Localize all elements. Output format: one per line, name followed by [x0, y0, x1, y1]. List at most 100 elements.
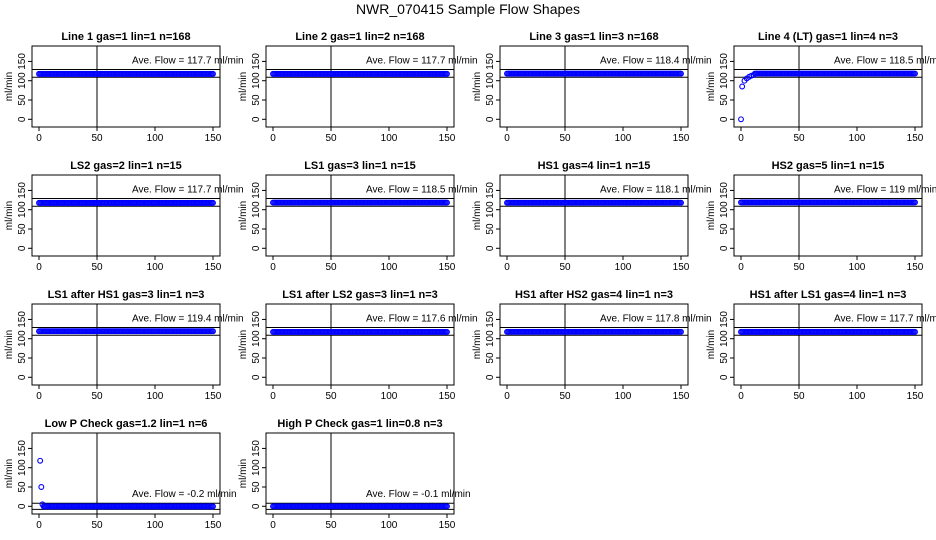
x-tick-label: 0	[504, 391, 510, 402]
plot-frame	[31, 303, 221, 386]
x-tick-label: 100	[147, 391, 164, 402]
panel-title: Line 1 gas=1 lin=1 n=168	[61, 31, 190, 43]
x-tick-label: 150	[907, 133, 924, 144]
data-point	[37, 457, 44, 464]
x-tick-label: 50	[559, 133, 571, 144]
x-tick-label: 50	[325, 391, 337, 402]
y-tick-label: 50	[17, 481, 28, 493]
y-tick-label: 0	[251, 116, 262, 122]
data-point	[738, 116, 744, 123]
x-tick-label: 0	[738, 391, 744, 402]
y-tick-label: 0	[719, 116, 730, 122]
y-axis-label: ml/min	[706, 72, 717, 101]
x-tick-label: 150	[205, 520, 222, 531]
x-tick-label: 0	[504, 133, 510, 144]
y-axis-label: ml/min	[706, 330, 717, 359]
y-tick-label: 0	[719, 245, 730, 251]
x-tick-label: 0	[270, 262, 276, 273]
data-points	[270, 328, 450, 335]
data-points	[270, 199, 450, 206]
x-tick-label: 100	[849, 391, 866, 402]
y-tick-label: 150	[485, 311, 496, 328]
x-tick-label: 100	[381, 262, 398, 273]
plot-frame	[31, 45, 221, 128]
panel-5: LS2 gas=2 lin=1 n=150 50 100 150050100150ml…	[4, 160, 244, 273]
x-tick-label: 100	[381, 133, 398, 144]
x-tick-label: 50	[793, 262, 805, 273]
x-tick-label: 50	[793, 133, 805, 144]
average-flow-annotation: Ave. Flow = 117.8 ml/min	[600, 314, 712, 325]
x-tick-label: 0	[738, 262, 744, 273]
page-title: NWR_070415 Sample Flow Shapes	[355, 1, 581, 17]
data-point	[678, 70, 684, 77]
panel-13: Low P Check gas=1.2 lin=1 n=6 0 50 100 150 0 5…	[4, 418, 237, 531]
y-axis-label: ml/min	[472, 72, 483, 101]
x-tick-label: 100	[849, 262, 866, 273]
x-tick-label: 0	[36, 133, 42, 144]
y-tick-label: 150	[719, 311, 730, 328]
y-tick-label: 50	[17, 223, 28, 235]
y-tick-label: 0	[17, 503, 28, 509]
data-points	[738, 199, 918, 206]
y-tick-label: 0	[251, 374, 262, 380]
x-tick-label: 150	[907, 262, 924, 273]
x-tick-label: 150	[673, 133, 690, 144]
x-tick-label: 50	[325, 262, 337, 273]
plot-frame	[31, 432, 221, 515]
x-tick-label: 0	[270, 391, 276, 402]
plot-frame	[31, 174, 221, 257]
panel-title: HS1 gas=4 lin=1 n=15	[538, 160, 651, 172]
plot-frame	[733, 45, 923, 128]
x-tick-label: 100	[849, 133, 866, 144]
data-points	[36, 328, 216, 335]
x-tick-label: 100	[615, 262, 632, 273]
data-points	[37, 457, 216, 510]
data-point	[210, 328, 216, 335]
y-tick-label: 50	[251, 352, 262, 364]
y-tick-label: 100	[17, 72, 28, 89]
plot-frame	[265, 45, 455, 128]
y-axis-label: ml/min	[4, 201, 15, 230]
data-point	[912, 199, 918, 206]
y-tick-label: 50	[719, 94, 730, 106]
data-point	[444, 328, 450, 335]
y-tick-label: 0	[251, 245, 262, 251]
y-tick-label: 100	[251, 201, 262, 218]
data-points	[738, 328, 918, 335]
x-tick-label: 100	[381, 520, 398, 531]
y-axis-label: ml/min	[4, 330, 15, 359]
data-point	[444, 70, 450, 77]
y-tick-label: 100	[719, 330, 730, 347]
data-points	[270, 503, 450, 510]
x-tick-label: 150	[673, 391, 690, 402]
panel-title: LS1 after LS2 gas=3 lin=1 n=3	[282, 289, 438, 301]
average-flow-annotation: Ave. Flow = 117.7 ml/min	[132, 56, 244, 67]
average-flow-annotation: Ave. Flow = 118.4 ml/min	[600, 56, 712, 67]
panel-3: Line 3 gas=1 lin=3 n=168 0 50 100 150 0 50 100 1…	[472, 31, 712, 144]
plot-frame	[499, 303, 689, 386]
plot-frame	[499, 45, 689, 128]
y-tick-label: 150	[251, 53, 262, 70]
y-tick-label: 0	[17, 116, 28, 122]
y-tick-label: 100	[485, 330, 496, 347]
average-flow-annotation: Ave. Flow = -0.1 ml/min	[366, 489, 471, 500]
y-tick-label: 0	[17, 374, 28, 380]
x-tick-label: 100	[615, 133, 632, 144]
y-tick-label: 0	[485, 374, 496, 380]
panel-title: LS1 gas=3 lin=1 n=15	[304, 160, 416, 172]
y-tick-label: 50	[719, 223, 730, 235]
y-tick-label: 150	[719, 182, 730, 199]
x-tick-label: 150	[439, 520, 456, 531]
y-axis-label: ml/min	[238, 330, 249, 359]
x-tick-label: 0	[504, 262, 510, 273]
x-tick-label: 150	[439, 262, 456, 273]
x-tick-label: 0	[36, 520, 42, 531]
x-tick-label: 50	[91, 133, 103, 144]
y-tick-label: 50	[485, 223, 496, 235]
panel-12: HS1 after LS1 gas=4 lin=1 n=3 0 50 100 150 0 5…	[706, 289, 936, 402]
data-points	[36, 70, 216, 77]
data-point	[444, 503, 450, 510]
x-tick-label: 50	[325, 133, 337, 144]
average-flow-annotation: Ave. Flow = 117.7 ml/min	[366, 56, 478, 67]
y-tick-label: 100	[485, 201, 496, 218]
